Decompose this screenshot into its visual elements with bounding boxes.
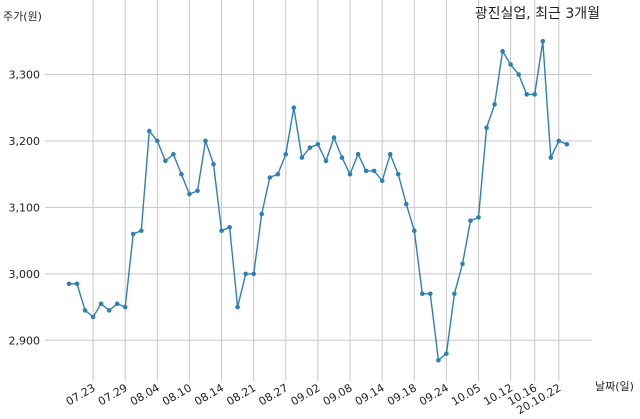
data-point — [90, 314, 96, 320]
chart-title: 광진실업, 최근 3개월 — [475, 6, 600, 22]
data-point — [548, 155, 554, 160]
x-tick-label: 08.10 — [160, 381, 194, 408]
data-point — [315, 142, 321, 147]
data-point — [516, 72, 521, 77]
data-point — [307, 145, 313, 150]
x-tick-label: 10.05 — [449, 381, 483, 408]
x-tick-label: 08.21 — [224, 381, 258, 408]
data-point — [106, 308, 112, 313]
y-axis-label: 주가(원) — [3, 10, 42, 23]
data-point — [436, 357, 441, 363]
data-point — [122, 304, 128, 310]
price-points — [66, 39, 570, 363]
data-point — [251, 271, 256, 277]
x-tick-label: 09.24 — [417, 381, 451, 408]
data-point — [404, 201, 409, 207]
data-point — [564, 142, 570, 147]
data-point — [235, 304, 240, 310]
data-point — [460, 261, 465, 267]
data-point — [468, 218, 473, 223]
data-point — [476, 215, 481, 220]
x-tick-label: 09.02 — [289, 381, 323, 408]
x-tick-label: 08.04 — [128, 381, 162, 408]
x-tick-label: 07.29 — [96, 381, 130, 408]
data-point — [267, 175, 273, 180]
data-point — [98, 301, 104, 307]
data-point — [532, 92, 537, 97]
data-point — [66, 281, 72, 287]
data-point — [540, 39, 546, 44]
data-point — [484, 125, 489, 130]
data-point — [299, 155, 305, 160]
data-point — [259, 211, 265, 217]
data-point — [187, 191, 192, 197]
data-point — [355, 151, 361, 157]
data-point — [428, 291, 433, 297]
data-point — [74, 281, 80, 287]
data-point — [195, 188, 200, 194]
y-tick-label: 3,000 — [9, 268, 41, 281]
data-point — [420, 291, 425, 297]
data-point — [219, 228, 224, 233]
data-point — [171, 151, 176, 157]
x-tick-label: 08.27 — [257, 381, 291, 408]
y-tick-label: 2,900 — [9, 334, 41, 347]
data-point — [114, 301, 120, 307]
data-point — [139, 228, 144, 233]
data-point — [444, 351, 449, 356]
data-point — [291, 105, 297, 110]
y-tick-label: 3,300 — [9, 69, 41, 82]
data-point — [331, 135, 337, 140]
grid-lines — [45, 0, 592, 381]
data-point — [412, 228, 417, 233]
data-point — [347, 171, 353, 177]
x-tick-label: 07.23 — [64, 381, 98, 408]
data-point — [371, 168, 377, 174]
x-tick-labels: 07.2307.2908.0408.1008.1408.2108.2709.02… — [64, 381, 564, 417]
data-point — [211, 161, 216, 167]
data-point — [243, 271, 248, 277]
data-point — [283, 151, 289, 157]
data-point — [387, 151, 393, 157]
data-point — [524, 92, 529, 97]
data-point — [130, 231, 136, 237]
data-point — [82, 308, 88, 313]
x-tick-label: 08.14 — [192, 381, 226, 408]
data-point — [508, 62, 513, 67]
data-point — [395, 171, 401, 177]
y-tick-label: 3,200 — [9, 135, 41, 148]
data-point — [147, 128, 152, 134]
x-axis-label: 날짜(일) — [595, 379, 634, 393]
data-point — [452, 291, 457, 297]
data-point — [492, 102, 497, 107]
data-point — [155, 138, 160, 144]
x-tick-label: 09.08 — [321, 381, 355, 408]
data-point — [227, 225, 232, 230]
data-point — [556, 138, 562, 144]
x-tick-label: 09.14 — [353, 381, 387, 408]
data-point — [500, 48, 505, 54]
data-point — [363, 168, 369, 174]
data-point — [179, 171, 184, 177]
data-point — [203, 138, 208, 144]
data-point — [323, 158, 329, 164]
data-point — [379, 178, 385, 184]
y-tick-label: 3,100 — [9, 201, 41, 214]
data-point — [275, 171, 281, 177]
x-tick-label: 09.18 — [385, 381, 419, 408]
data-point — [163, 158, 168, 164]
data-point — [339, 155, 345, 160]
y-tick-labels: 2,900 3,000 3,100 3,200 3,300 — [9, 69, 41, 348]
